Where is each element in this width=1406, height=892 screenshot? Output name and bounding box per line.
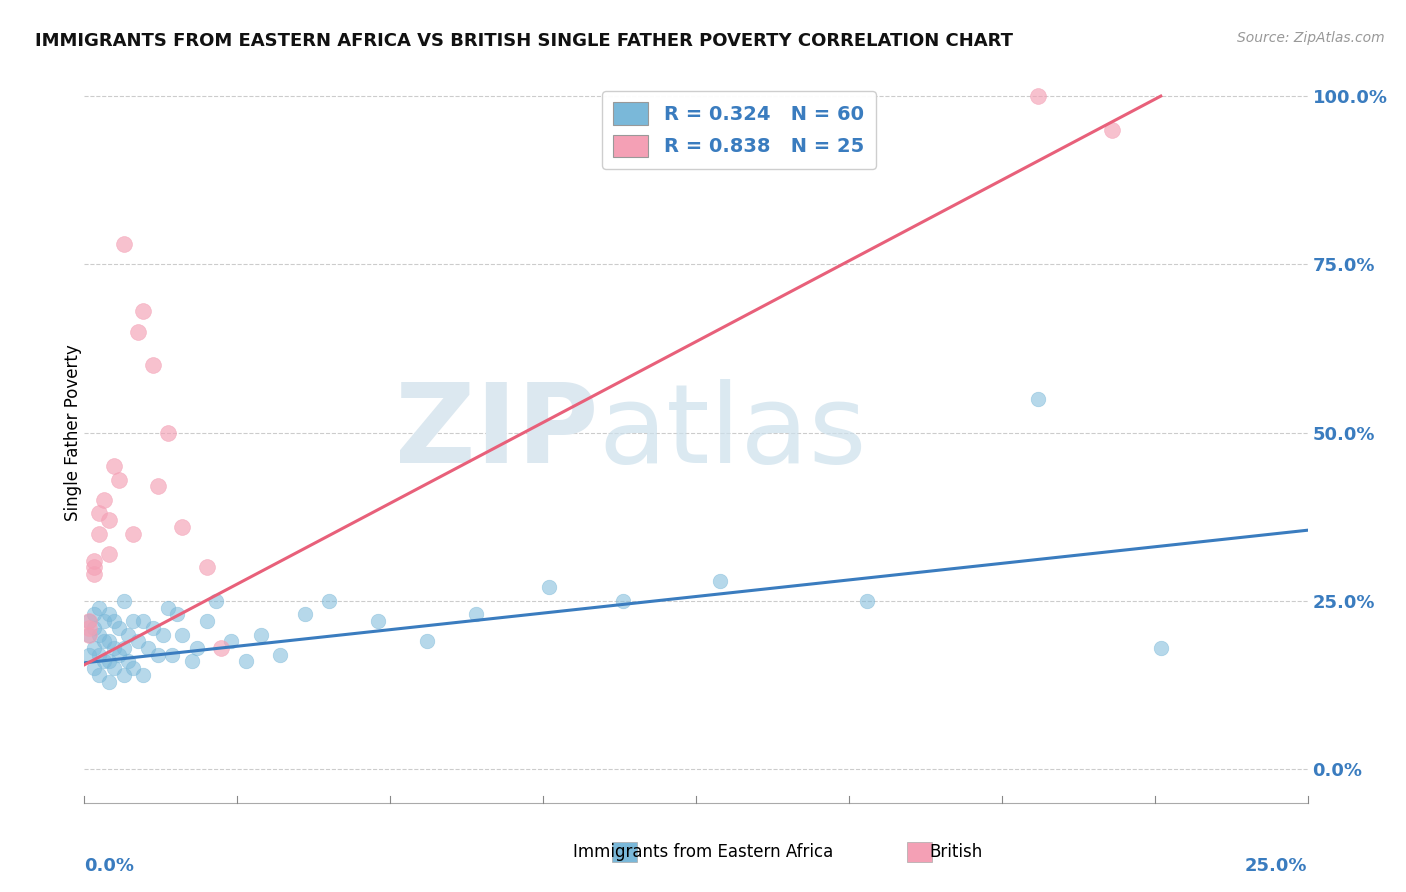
Point	[83, 621, 105, 635]
Point	[87, 526, 110, 541]
Point	[97, 607, 120, 622]
Point	[1028, 392, 1050, 406]
Point	[136, 640, 159, 655]
Point	[294, 607, 316, 622]
Text: Source: ZipAtlas.com: Source: ZipAtlas.com	[1237, 31, 1385, 45]
Text: 25.0%: 25.0%	[1246, 856, 1308, 875]
Point	[186, 640, 208, 655]
Point	[97, 634, 120, 648]
Point	[166, 607, 188, 622]
Point	[132, 668, 155, 682]
Point	[122, 526, 145, 541]
Point	[122, 661, 145, 675]
Point	[107, 648, 129, 662]
Point	[87, 627, 110, 641]
Point	[103, 459, 125, 474]
Point	[107, 621, 129, 635]
Point	[181, 655, 204, 669]
Point	[93, 614, 115, 628]
Point	[1028, 89, 1050, 103]
Point	[416, 634, 439, 648]
Point	[77, 627, 100, 641]
Point	[142, 621, 165, 635]
Point	[83, 553, 105, 567]
Point	[112, 237, 135, 252]
Point	[117, 655, 139, 669]
Point	[77, 627, 100, 641]
Point	[156, 600, 179, 615]
Point	[112, 668, 135, 682]
Point	[97, 547, 120, 561]
Point	[103, 614, 125, 628]
Point	[83, 607, 105, 622]
Point	[205, 594, 228, 608]
Point	[93, 492, 115, 507]
Point	[142, 359, 165, 373]
Point	[195, 560, 218, 574]
Y-axis label: Single Father Poverty: Single Father Poverty	[65, 344, 82, 521]
Point	[97, 674, 120, 689]
Point	[112, 640, 135, 655]
Point	[318, 594, 340, 608]
Point	[87, 648, 110, 662]
Point	[127, 634, 149, 648]
Text: IMMIGRANTS FROM EASTERN AFRICA VS BRITISH SINGLE FATHER POVERTY CORRELATION CHAR: IMMIGRANTS FROM EASTERN AFRICA VS BRITIS…	[35, 32, 1014, 50]
Legend: R = 0.324   N = 60, R = 0.838   N = 25: R = 0.324 N = 60, R = 0.838 N = 25	[602, 91, 876, 169]
Point	[83, 560, 105, 574]
Point	[612, 594, 634, 608]
Point	[107, 473, 129, 487]
Point	[117, 627, 139, 641]
Point	[87, 600, 110, 615]
Point	[1150, 640, 1173, 655]
Point	[77, 614, 100, 628]
Point	[103, 661, 125, 675]
Point	[77, 648, 100, 662]
Point	[112, 594, 135, 608]
Point	[172, 520, 194, 534]
Point	[146, 648, 169, 662]
Text: ZIP: ZIP	[395, 379, 598, 486]
Point	[172, 627, 194, 641]
Text: Immigrants from Eastern Africa: Immigrants from Eastern Africa	[572, 843, 834, 861]
Point	[1101, 122, 1123, 136]
Point	[97, 655, 120, 669]
Point	[97, 513, 120, 527]
Point	[538, 581, 561, 595]
Point	[77, 614, 100, 628]
Point	[93, 655, 115, 669]
Point	[83, 661, 105, 675]
Point	[195, 614, 218, 628]
Point	[83, 566, 105, 581]
Point	[269, 648, 291, 662]
Text: 0.0%: 0.0%	[84, 856, 135, 875]
Point	[83, 640, 105, 655]
Point	[93, 634, 115, 648]
Point	[235, 655, 257, 669]
Point	[127, 325, 149, 339]
Point	[209, 640, 232, 655]
Point	[132, 614, 155, 628]
Text: atlas: atlas	[598, 379, 866, 486]
Point	[77, 621, 100, 635]
Point	[152, 627, 174, 641]
Point	[464, 607, 486, 622]
Point	[146, 479, 169, 493]
Point	[156, 425, 179, 440]
Point	[709, 574, 731, 588]
Point	[122, 614, 145, 628]
Text: British: British	[929, 843, 983, 861]
Point	[103, 640, 125, 655]
Point	[249, 627, 271, 641]
Point	[367, 614, 389, 628]
Point	[219, 634, 242, 648]
Point	[162, 648, 184, 662]
Point	[132, 304, 155, 318]
Point	[856, 594, 879, 608]
Point	[87, 668, 110, 682]
Point	[87, 507, 110, 521]
